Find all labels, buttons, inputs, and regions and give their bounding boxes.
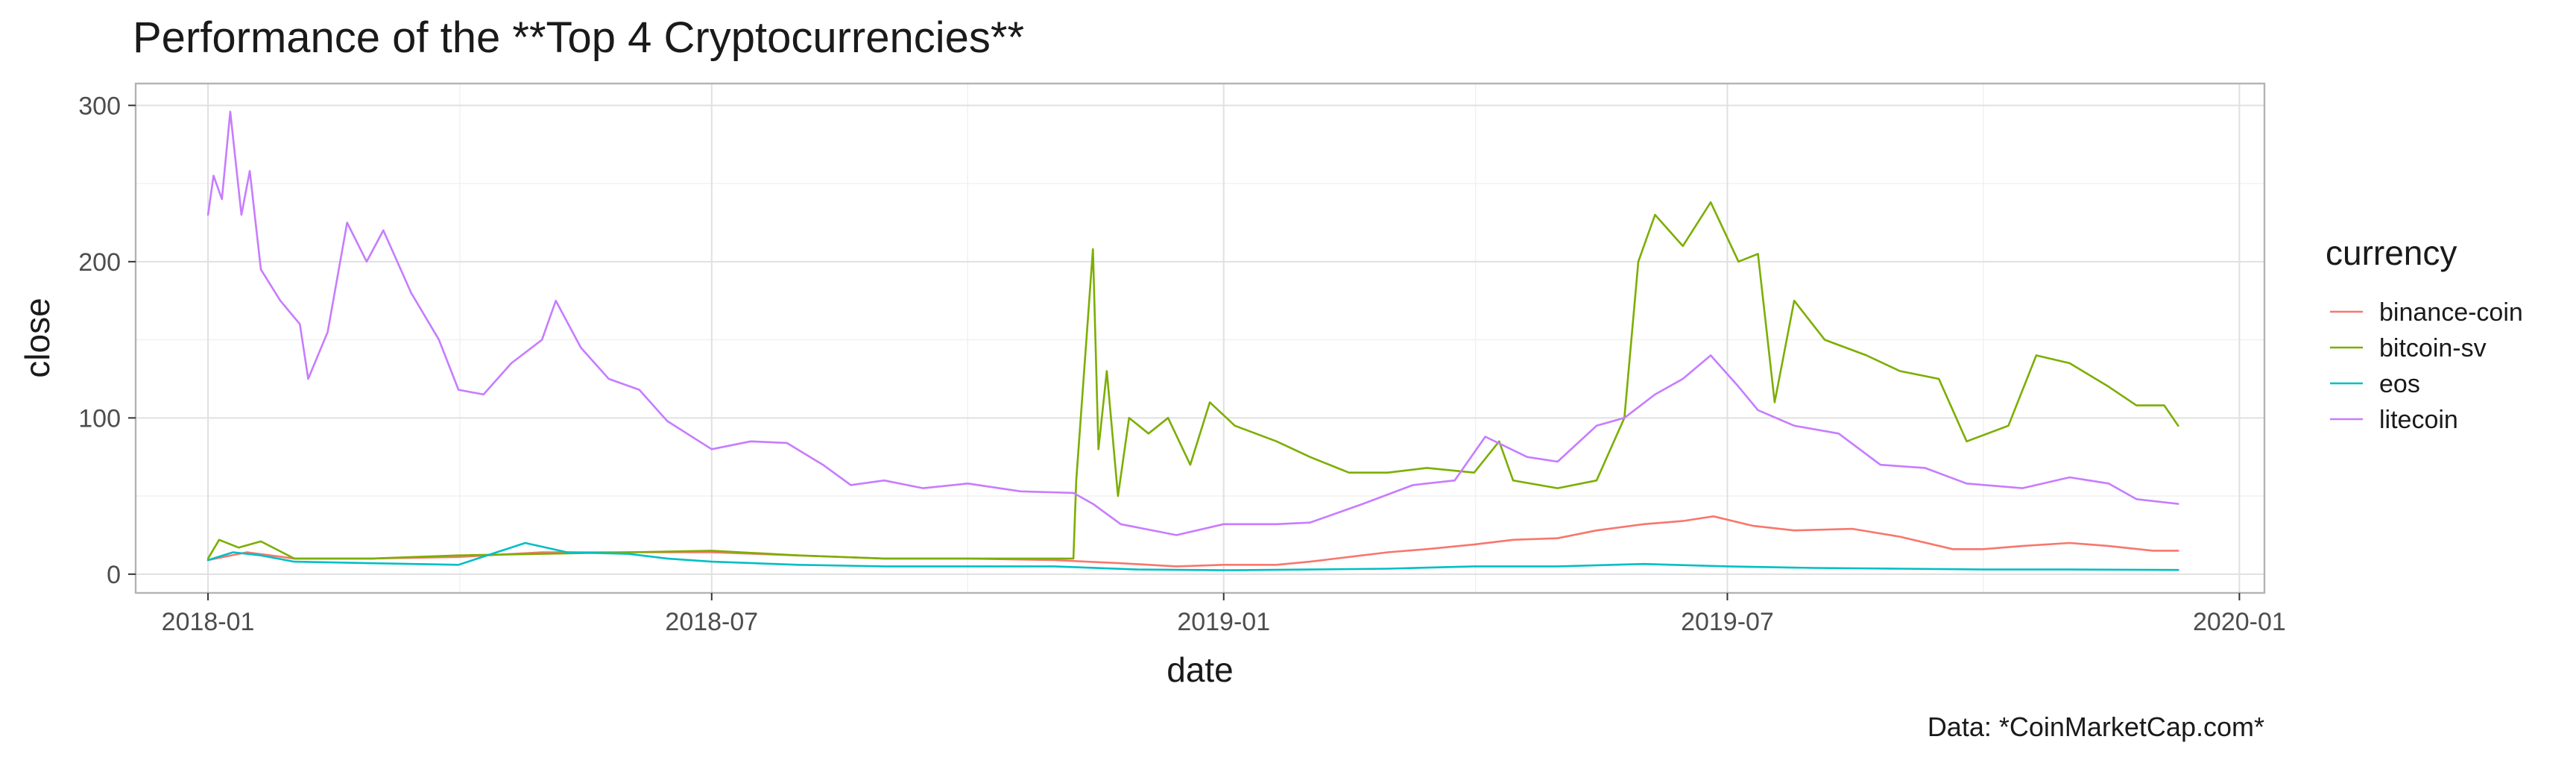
series-lines (206, 110, 2179, 571)
grid (136, 84, 2264, 593)
axis-ticks: 0 100 200 300 2018-01 2018-07 2019-01 2019-07 20… (78, 92, 2286, 636)
series-line-binance-coin (206, 515, 2179, 568)
y-tick-label: 0 (107, 561, 121, 589)
x-axis-title: date (1167, 650, 1234, 689)
y-tick-label: 200 (78, 248, 121, 277)
x-tick-label: 2019-01 (1177, 608, 1270, 636)
y-axis-title: close (18, 298, 57, 377)
series-line-litecoin (206, 110, 2179, 536)
series-line-eos (206, 541, 2179, 571)
x-tick-label: 2020-01 (2193, 608, 2286, 636)
series-line-bitcoin-sv (206, 201, 2179, 560)
x-tick-label: 2018-07 (665, 608, 758, 636)
x-tick-label: 2018-01 (162, 608, 255, 636)
legend-label-litecoin: litecoin (2379, 406, 2458, 434)
legend: currency binance-coin bitcoin-sv eos liteco… (2326, 233, 2523, 434)
y-tick-label: 300 (78, 92, 121, 120)
legend-label-bitcoin-sv: bitcoin-sv (2379, 334, 2487, 362)
y-tick-label: 100 (78, 404, 121, 433)
panel-border (134, 82, 2266, 594)
legend-label-binance-coin: binance-coin (2379, 298, 2523, 327)
legend-title: currency (2326, 233, 2457, 272)
chart-title: Performance of the **Top 4 Cryptocurrenc… (133, 13, 1024, 62)
x-tick-label: 2019-07 (1681, 608, 1774, 636)
caption: Data: *CoinMarketCap.com* (1928, 712, 2264, 742)
legend-label-eos: eos (2379, 370, 2420, 398)
